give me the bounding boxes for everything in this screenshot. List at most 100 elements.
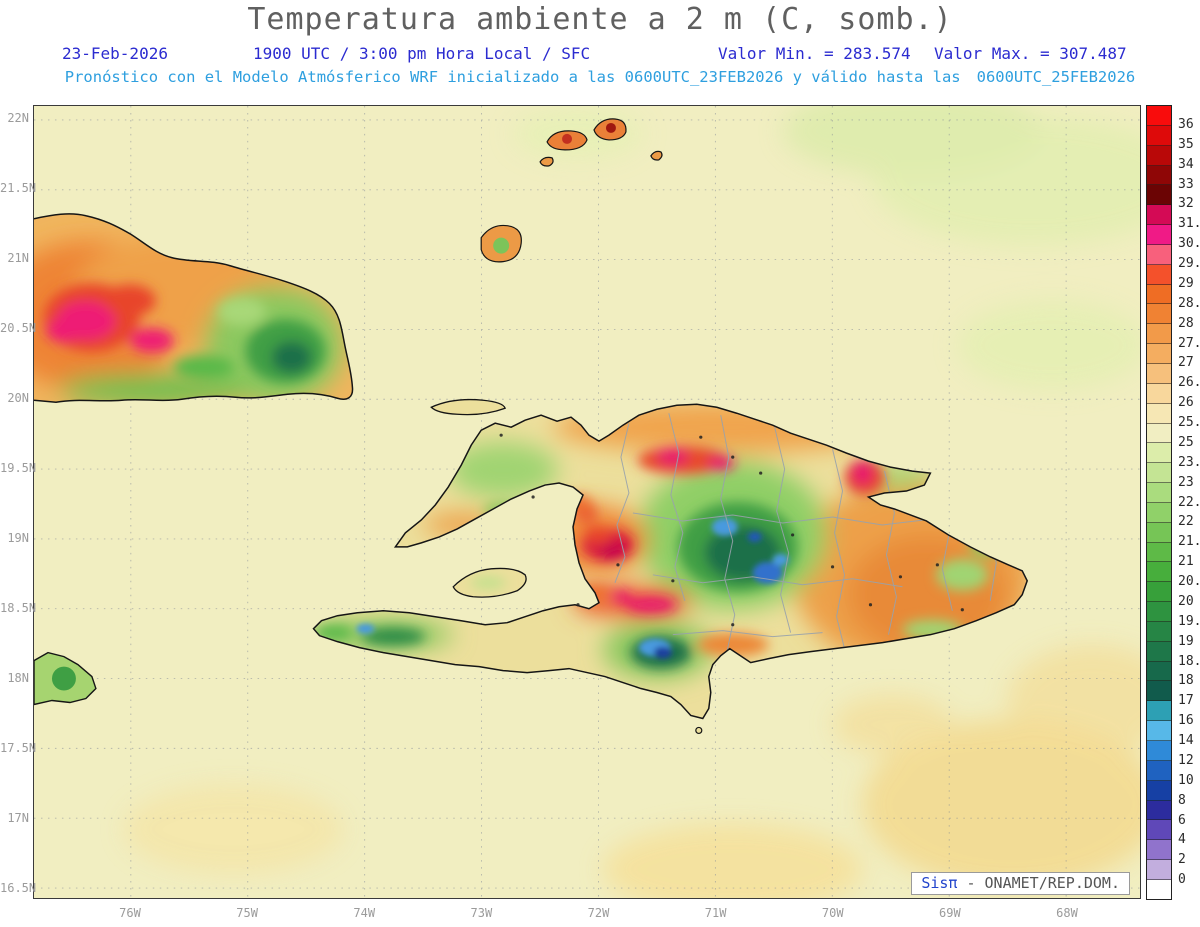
lat-label: 19.5N [0,461,37,475]
colorbar-label: 27.5 [1178,335,1200,351]
colorbar-swatch [1147,522,1171,543]
colorbar-swatch [1147,284,1171,305]
colorbar-label: 8 [1178,792,1186,808]
colorbar-swatch [1147,562,1171,583]
colorbar-swatch [1147,582,1171,603]
colorbar-swatch [1147,741,1171,761]
lat-label: 17N [7,811,29,825]
gonave-coastline [452,567,527,598]
colorbar: 363534333231.530.729.72928.52827.52726.5… [1146,105,1200,900]
colorbar-label: 29 [1178,275,1194,291]
station-dots [499,433,964,627]
lat-label: 21.5N [0,181,37,195]
colorbar-swatch [1147,602,1171,622]
colorbar-label: 4 [1178,832,1186,848]
page-title: Temperatura ambiente a 2 m (C, somb.) [247,2,953,37]
cuba-coastline [34,213,354,404]
colorbar-label: 20 [1178,593,1194,609]
colorbar-swatch [1147,106,1171,126]
colorbar-label: 30.7 [1178,236,1200,252]
colorbar-swatch [1147,403,1171,424]
colorbar-label: 12 [1178,752,1194,768]
lat-label: 16.5N [0,881,37,895]
map-canvas [34,106,1140,898]
jamaica-tip [34,651,97,706]
valid-time: 1900 UTC / 3:00 pm Hora Local / SFC [253,44,591,63]
lon-label: 74W [353,906,376,920]
forecast-text: Pronóstico con el Modelo Atmósferico WRF… [64,68,961,86]
colorbar-label: 25 [1178,434,1194,450]
lon-label: 72W [587,906,610,920]
forecast-valid: 0600UTC_25FEB2026 [976,68,1136,86]
colorbar-swatch [1147,661,1171,682]
colorbar-label: 33 [1178,176,1194,192]
colorbar-label: 19 [1178,633,1194,649]
sea-variation [123,106,1140,898]
credit-box: Sisπ - ONAMET/REP.DOM. [911,872,1130,895]
colorbar-swatch [1147,304,1171,325]
colorbar-label: 18.5 [1178,653,1200,669]
meta-row: 23-Feb-2026 1900 UTC / 3:00 pm Hora Loca… [0,44,1200,64]
run-date: 23-Feb-2026 [62,44,168,63]
lat-label: 18N [7,671,29,685]
colorbar-label: 21.5 [1178,534,1200,550]
colorbar-label: 26.5 [1178,375,1200,391]
valor-max: Valor Max. = 307.487 [934,44,1127,63]
colorbar-swatch [1147,165,1171,186]
colorbar-label: 17 [1178,693,1194,709]
colorbar-swatch [1147,463,1171,484]
colorbar-label: 31.5 [1178,216,1200,232]
colorbar-swatch [1147,483,1171,503]
colorbar-label: 36 [1178,116,1194,132]
colorbar-label: 19.5 [1178,613,1200,629]
colorbar-swatch [1147,145,1171,166]
lat-label: 20.5N [0,321,37,335]
colorbar-swatch [1147,840,1171,861]
colorbar-swatch [1147,621,1171,642]
colorbar-label: 28 [1178,315,1194,331]
lon-label: 76W [119,906,141,920]
credit-text: - ONAMET/REP.DOM. [957,874,1120,892]
sispi-logo: Sisπ [921,874,958,892]
colorbar-label: 2 [1178,852,1186,868]
colorbar-swatch [1147,383,1171,404]
colorbar-label: 21 [1178,554,1194,570]
lat-label: 21N [7,251,29,265]
small-islands [480,118,703,735]
colorbar-label: 28.5 [1178,295,1200,311]
colorbar-label: 25.5 [1178,415,1200,430]
colorbar-label: 23.5 [1178,454,1200,470]
colorbar-label: 35 [1178,136,1194,152]
colorbar-swatch [1147,344,1171,364]
lon-label: 68W [1056,906,1078,920]
colorbar-label: 23 [1178,474,1194,490]
colorbar-label: 14 [1178,733,1194,748]
lat-label: 18.5N [0,601,37,615]
colorbar-label: 18 [1178,673,1194,689]
colorbar-swatch [1147,423,1171,444]
colorbar-swatches [1146,105,1172,900]
colorbar-swatch [1147,879,1171,899]
colorbar-label: 6 [1178,812,1186,828]
colorbar-swatch [1147,701,1171,722]
tortuga-coastline [430,398,506,416]
colorbar-labels: 363534333231.530.729.72928.52827.52726.5… [1146,105,1200,900]
lon-label: 69W [939,906,961,920]
lon-label: 75W [236,906,258,920]
colorbar-swatch [1147,244,1171,265]
colorbar-label: 27 [1178,355,1194,371]
colorbar-label: 20.5 [1178,574,1200,589]
colorbar-swatch [1147,225,1171,245]
lon-label: 73W [470,906,493,920]
colorbar-swatch [1147,205,1171,226]
colorbar-swatch [1147,363,1171,384]
colorbar-label: 32 [1178,196,1194,212]
colorbar-swatch [1147,264,1171,285]
colorbar-swatch [1147,125,1171,146]
colorbar-swatch [1147,641,1171,662]
colorbar-label: 10 [1178,772,1194,788]
lon-label: 71W [704,906,727,920]
colorbar-swatch [1147,800,1171,821]
colorbar-label: 0 [1178,872,1186,888]
